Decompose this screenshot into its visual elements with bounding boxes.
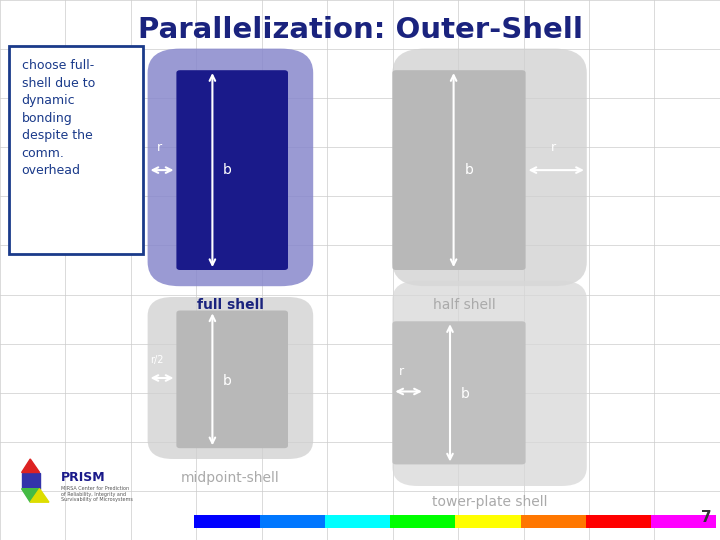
Bar — [651, 515, 716, 528]
Bar — [521, 515, 586, 528]
Polygon shape — [22, 472, 40, 489]
Text: tower-plate shell: tower-plate shell — [432, 495, 547, 509]
Text: 7: 7 — [701, 510, 711, 525]
Text: half shell: half shell — [433, 298, 496, 312]
Text: r: r — [157, 141, 163, 154]
FancyBboxPatch shape — [176, 70, 288, 270]
Bar — [325, 515, 390, 528]
FancyBboxPatch shape — [9, 46, 143, 254]
FancyBboxPatch shape — [392, 321, 526, 464]
Text: full shell: full shell — [197, 298, 264, 312]
Text: MIRSA Center for Prediction
of Reliability, Integrity and
Survivability of Micro: MIRSA Center for Prediction of Reliabili… — [61, 486, 133, 502]
FancyBboxPatch shape — [148, 49, 313, 286]
Text: b: b — [223, 163, 232, 177]
Text: b: b — [223, 374, 232, 388]
Text: r: r — [399, 365, 405, 378]
FancyBboxPatch shape — [148, 297, 313, 459]
Bar — [586, 515, 651, 528]
Polygon shape — [22, 459, 40, 472]
Text: b: b — [464, 163, 473, 177]
FancyBboxPatch shape — [392, 281, 587, 486]
Polygon shape — [22, 489, 40, 502]
Text: choose full-
shell due to
dynamic
bonding
despite the
comm.
overhead: choose full- shell due to dynamic bondin… — [22, 59, 95, 178]
Bar — [260, 515, 325, 528]
FancyBboxPatch shape — [392, 49, 587, 286]
Bar — [194, 515, 260, 528]
Text: r/2: r/2 — [150, 354, 163, 364]
Text: midpoint-shell: midpoint-shell — [181, 471, 280, 485]
Text: b: b — [461, 387, 469, 401]
Text: PRISM: PRISM — [61, 471, 106, 484]
Bar — [456, 515, 521, 528]
Polygon shape — [30, 489, 49, 502]
FancyBboxPatch shape — [176, 310, 288, 448]
Bar — [390, 515, 455, 528]
Text: Parallelization: Outer-Shell: Parallelization: Outer-Shell — [138, 16, 582, 44]
Text: r: r — [550, 141, 556, 154]
FancyBboxPatch shape — [392, 70, 526, 270]
